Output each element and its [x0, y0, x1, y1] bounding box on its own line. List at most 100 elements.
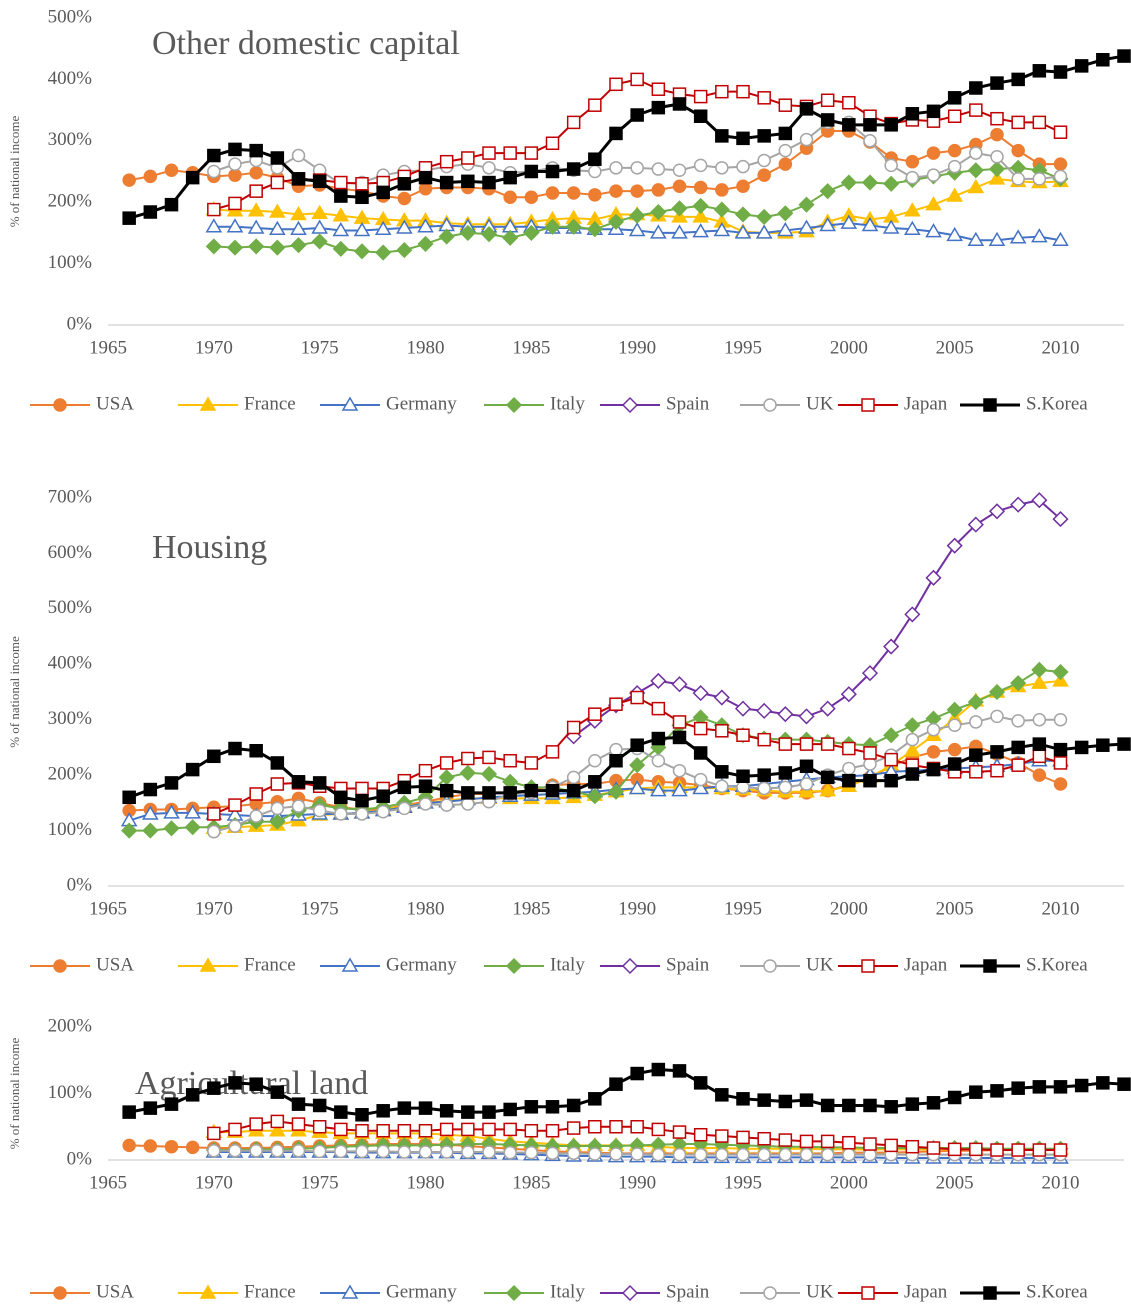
x-tick-label: 1995	[724, 898, 762, 919]
marker	[692, 208, 709, 223]
marker	[353, 221, 371, 237]
marker	[461, 786, 475, 800]
marker	[863, 746, 877, 760]
marker	[439, 175, 454, 190]
marker	[355, 1144, 369, 1159]
marker	[1053, 742, 1068, 757]
x-tick-label: 1980	[407, 337, 445, 358]
marker	[969, 715, 983, 729]
marker	[757, 1147, 771, 1162]
marker	[693, 89, 708, 104]
marker	[439, 1145, 454, 1159]
y-tick-label: 200%	[48, 764, 93, 785]
marker	[334, 1144, 348, 1159]
marker	[228, 1143, 242, 1158]
marker	[736, 84, 750, 99]
marker	[503, 170, 517, 185]
marker	[842, 118, 856, 132]
marker	[925, 196, 942, 211]
marker	[1053, 125, 1068, 139]
marker	[523, 224, 540, 241]
marker	[1074, 740, 1089, 755]
marker	[904, 742, 921, 757]
marker	[122, 173, 136, 187]
x-tick-label: 1990	[618, 1172, 656, 1193]
marker	[969, 81, 983, 95]
marker	[651, 82, 666, 96]
marker	[1032, 64, 1047, 78]
legend-marker	[983, 1286, 997, 1300]
marker	[629, 207, 646, 224]
marker	[503, 753, 517, 768]
marker	[651, 100, 666, 115]
marker	[672, 763, 687, 778]
marker	[228, 741, 242, 756]
marker	[819, 700, 836, 717]
marker	[777, 205, 794, 222]
legend-label: Germany	[386, 954, 457, 975]
marker	[736, 780, 750, 795]
marker	[693, 109, 708, 123]
marker	[1031, 661, 1048, 678]
marker	[755, 224, 773, 239]
marker	[778, 766, 793, 780]
marker	[249, 1143, 263, 1158]
marker	[778, 98, 793, 112]
marker	[164, 776, 179, 790]
marker	[820, 770, 835, 785]
legend-label: France	[244, 1281, 296, 1302]
marker	[163, 820, 180, 837]
marker	[842, 773, 856, 788]
marker	[163, 804, 180, 819]
y-tick-label: 0%	[67, 874, 93, 895]
marker	[692, 685, 709, 702]
marker	[967, 178, 985, 194]
marker	[249, 165, 263, 180]
marker	[269, 239, 286, 256]
marker	[757, 129, 771, 143]
marker	[798, 708, 815, 725]
marker	[757, 1093, 771, 1107]
marker	[630, 738, 644, 752]
marker	[715, 129, 729, 143]
marker	[863, 134, 877, 148]
marker	[778, 157, 793, 171]
marker	[142, 805, 159, 820]
marker	[967, 162, 984, 179]
marker	[672, 1147, 687, 1162]
marker	[524, 146, 539, 160]
marker	[967, 516, 984, 533]
marker	[905, 1097, 920, 1111]
marker	[630, 1120, 644, 1134]
marker	[628, 779, 646, 795]
marker	[715, 779, 729, 793]
x-tick-label: 1970	[195, 1172, 233, 1193]
marker	[588, 164, 602, 179]
legend-label: UK	[806, 1281, 834, 1302]
marker	[925, 223, 942, 238]
y-tick-label: 500%	[48, 6, 93, 27]
legend-label: USA	[96, 393, 134, 414]
marker	[332, 207, 350, 222]
marker	[524, 1123, 539, 1138]
marker	[904, 202, 921, 217]
marker	[715, 765, 729, 779]
marker	[503, 786, 517, 800]
legend-marker	[341, 396, 359, 411]
marker	[249, 184, 263, 198]
marker	[588, 98, 602, 112]
marker	[693, 772, 708, 787]
marker	[482, 146, 496, 160]
marker	[588, 707, 602, 721]
legend-label: S.Korea	[1026, 1281, 1088, 1302]
marker	[884, 158, 898, 173]
marker	[607, 213, 625, 230]
marker	[990, 745, 1004, 759]
legend-label: S.Korea	[1026, 954, 1088, 975]
marker	[946, 701, 963, 718]
marker	[820, 113, 835, 127]
legend-marker	[983, 959, 997, 973]
marker	[226, 239, 244, 256]
marker	[819, 183, 836, 200]
marker	[588, 1092, 602, 1106]
